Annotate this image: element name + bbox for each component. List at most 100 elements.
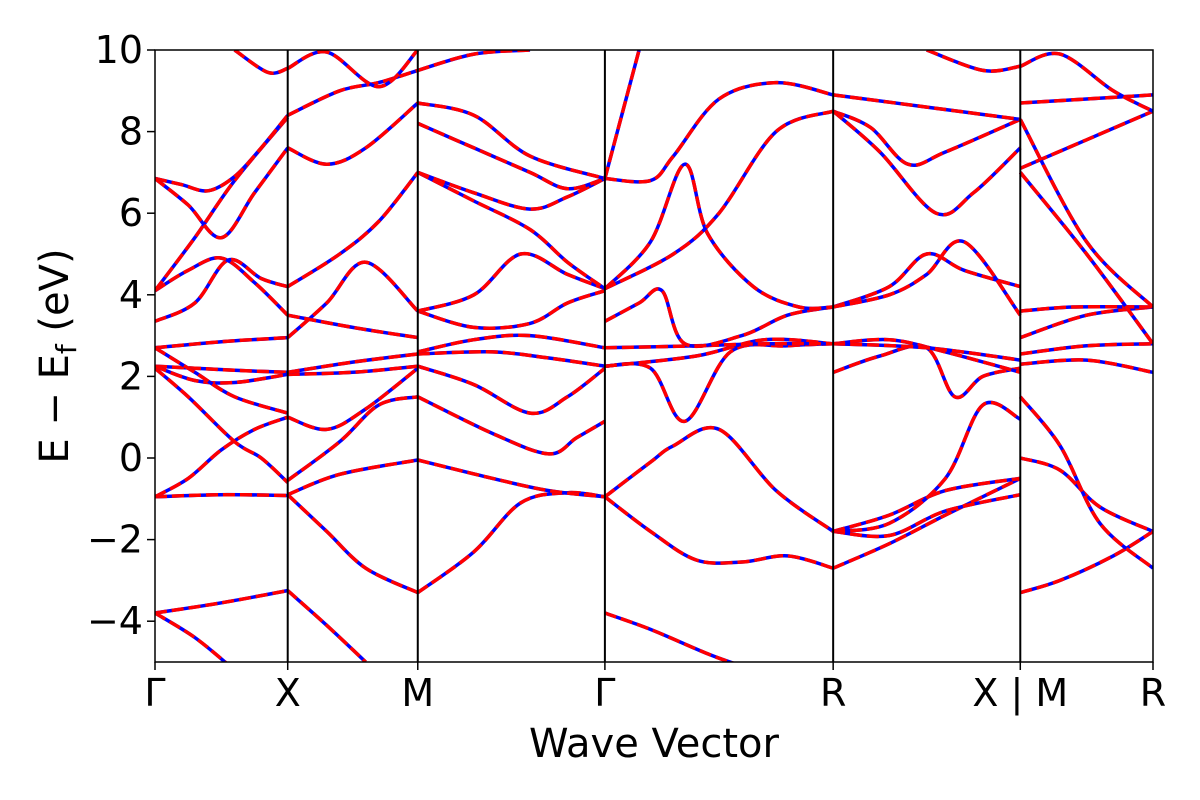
band-line-dashed bbox=[417, 458, 606, 499]
y-tick-label: 0 bbox=[119, 436, 143, 480]
band-line-dashed bbox=[286, 260, 420, 339]
band-line-dashed bbox=[603, 50, 641, 179]
band-line-dashed bbox=[417, 170, 606, 211]
band-line-dashed bbox=[604, 341, 834, 350]
x-tick-label: X bbox=[275, 671, 301, 715]
band-line-dashed bbox=[832, 476, 1022, 570]
high-symmetry-lines bbox=[286, 50, 1022, 662]
band-line-dashed bbox=[832, 93, 1021, 122]
band-line-dashed bbox=[286, 395, 419, 482]
band-line-dashed bbox=[604, 287, 834, 349]
band-line-dashed bbox=[155, 366, 289, 484]
band-line-dashed bbox=[233, 50, 289, 75]
band-line-dashed bbox=[1019, 529, 1153, 595]
x-tick-label: M bbox=[401, 671, 434, 715]
band-line-solid bbox=[287, 352, 419, 375]
band-line-dashed bbox=[832, 343, 1021, 400]
band-line-dashed bbox=[833, 337, 1021, 374]
band-line-dashed bbox=[833, 342, 1021, 362]
band-line-solid bbox=[1020, 93, 1153, 105]
band-line-dashed bbox=[417, 364, 606, 416]
band-line-dashed bbox=[604, 611, 736, 662]
band-line-solid bbox=[287, 313, 419, 340]
y-axis-label-main: E − E bbox=[32, 354, 78, 464]
band-line-dashed bbox=[286, 171, 420, 289]
band-line-dashed bbox=[832, 251, 1021, 309]
band-line-dashed bbox=[1019, 51, 1153, 113]
band-line-dashed bbox=[832, 109, 1022, 217]
y-tick-label: 8 bbox=[119, 110, 143, 154]
band-line-dashed bbox=[155, 364, 288, 385]
band-line-dashed bbox=[1019, 109, 1153, 170]
band-line-dashed bbox=[1018, 171, 1153, 345]
band-line-dashed bbox=[417, 395, 606, 456]
y-tick-label: 2 bbox=[119, 354, 143, 398]
band-line-dashed bbox=[286, 50, 420, 89]
y-tick-label: −4 bbox=[87, 599, 143, 643]
band-line-dashed bbox=[604, 80, 834, 184]
bands-layer bbox=[155, 50, 1153, 662]
band-line-dashed bbox=[417, 289, 606, 330]
x-tick-label: Γ bbox=[594, 671, 615, 715]
band-line-dashed bbox=[155, 415, 289, 499]
band-line-dashed bbox=[832, 400, 1022, 534]
x-tick-label: R bbox=[820, 671, 846, 715]
band-line-solid bbox=[1020, 358, 1153, 375]
band-line-dashed bbox=[833, 492, 1021, 539]
band-line-dashed bbox=[604, 109, 834, 291]
y-axis-label-subscript: f bbox=[50, 343, 83, 354]
band-line-dashed bbox=[832, 109, 1021, 167]
band-line-dashed bbox=[286, 68, 419, 117]
band-line-dashed bbox=[155, 257, 289, 323]
band-line-dashed bbox=[155, 256, 289, 317]
y-axis-label: E − Ef (eV) bbox=[32, 248, 83, 463]
band-line-dashed bbox=[603, 495, 834, 570]
band-line-dashed bbox=[832, 239, 1022, 317]
x-tick-label: R bbox=[1140, 671, 1166, 715]
band-line-dashed bbox=[416, 170, 606, 291]
band-line-dashed bbox=[926, 50, 1021, 73]
band-line-dashed bbox=[1018, 395, 1153, 570]
band-line-dashed bbox=[832, 476, 1021, 534]
band-line-dashed bbox=[604, 337, 834, 368]
band-line-dashed bbox=[417, 101, 606, 181]
band-line-dashed bbox=[1020, 304, 1153, 313]
band-line-dashed bbox=[287, 366, 419, 432]
band-line-dashed bbox=[286, 589, 367, 662]
band-line-dashed bbox=[286, 101, 419, 166]
x-tick-label: X | M bbox=[972, 671, 1068, 716]
band-line-solid bbox=[155, 492, 288, 499]
band-line-dashed bbox=[417, 251, 606, 313]
band-line-dashed bbox=[1019, 456, 1153, 533]
x-tick-label: Γ bbox=[144, 671, 165, 715]
band-line-dashed bbox=[417, 350, 606, 368]
plot-frame bbox=[154, 49, 1154, 663]
band-line-dashed bbox=[1018, 118, 1153, 309]
band-line-dashed bbox=[604, 342, 834, 424]
y-tick-label: 6 bbox=[119, 191, 143, 235]
y-tick-label: −2 bbox=[87, 518, 143, 562]
band-line-dashed bbox=[287, 458, 419, 497]
x-axis-label: Wave Vector bbox=[529, 721, 780, 767]
y-axis-ticks: −4 −2 0 2 4 6 8 10 bbox=[87, 28, 155, 643]
band-line-solid bbox=[287, 364, 418, 377]
x-axis-ticks: Γ X M Γ R X | M R bbox=[144, 662, 1166, 716]
band-line-dashed bbox=[286, 493, 419, 595]
band-line-dashed bbox=[155, 114, 290, 193]
band-line-dashed bbox=[155, 116, 290, 292]
band-line-dashed bbox=[417, 333, 606, 354]
band-line-solid bbox=[1020, 342, 1153, 356]
y-axis-label-unit: (eV) bbox=[32, 248, 78, 344]
y-tick-label: 4 bbox=[119, 273, 143, 317]
band-line-solid bbox=[155, 335, 288, 350]
band-line-dashed bbox=[155, 364, 288, 375]
y-tick-label: 10 bbox=[95, 28, 143, 72]
band-line-dashed bbox=[603, 426, 835, 533]
band-line-dashed bbox=[155, 146, 290, 240]
band-line-dashed bbox=[603, 162, 834, 311]
band-line-dashed bbox=[155, 611, 228, 662]
band-line-dashed bbox=[155, 346, 289, 415]
band-line-dashed bbox=[417, 121, 606, 191]
band-line-dashed bbox=[155, 588, 289, 615]
